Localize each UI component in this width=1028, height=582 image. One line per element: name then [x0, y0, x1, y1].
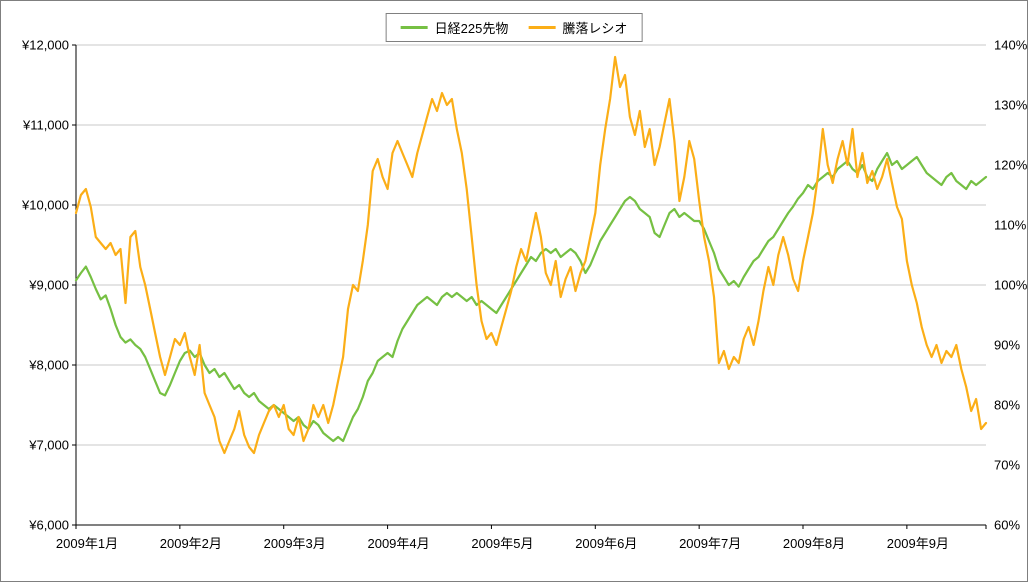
- ratio-series-line: [74, 55, 988, 455]
- legend-item-nikkei: 日経225先物: [400, 18, 509, 37]
- x-axis-tick-label: 2009年4月: [367, 536, 430, 551]
- nikkei-series-line: [74, 151, 988, 443]
- x-axis-tick-label: 2009年2月: [159, 536, 222, 551]
- right-axis-tick-label: 70%: [994, 457, 1021, 473]
- x-axis-tick-label: 2009年6月: [575, 536, 638, 551]
- ratio-line-swatch: [528, 26, 556, 29]
- legend-item-ratio: 騰落レシオ: [528, 18, 627, 37]
- axis-ticks: [72, 44, 987, 529]
- x-axis-tick-label: 2009年3月: [263, 536, 326, 551]
- right-axis-tick-label: 100%: [994, 277, 1028, 293]
- left-axis-tick-label: ¥12,000: [22, 37, 69, 53]
- left-axis-tick-label: ¥6,000: [29, 517, 69, 533]
- right-axis-tick-label: 90%: [994, 337, 1021, 353]
- right-axis-tick-label: 130%: [994, 97, 1028, 113]
- legend-label-ratio: 騰落レシオ: [562, 21, 628, 36]
- left-axis-tick-label: ¥8,000: [29, 357, 69, 373]
- right-axis-tick-label: 120%: [994, 157, 1028, 173]
- plot-area: [72, 44, 988, 529]
- x-axis-tick-label: 2009年8月: [782, 536, 846, 551]
- gridlines: [76, 44, 986, 446]
- right-axis-tick-label: 110%: [994, 217, 1027, 233]
- nikkei-line-swatch: [400, 26, 428, 29]
- x-axis-tick-label: 2009年5月: [471, 536, 534, 551]
- left-axis-tick-label: ¥10,000: [22, 197, 69, 213]
- x-axis-tick-label: 2009年9月: [886, 536, 949, 551]
- right-axis-tick-label: 140%: [994, 37, 1028, 53]
- legend-label-nikkei: 日経225先物: [434, 21, 509, 36]
- x-axis-tick-label: 2009年1月: [55, 536, 119, 551]
- left-axis-tick-label: ¥11,000: [22, 117, 69, 133]
- right-axis-tick-label: 60%: [994, 517, 1021, 533]
- x-axis-tick-label: 2009年7月: [679, 536, 742, 551]
- left-axis-tick-label: ¥9,000: [29, 277, 69, 293]
- right-axis-tick-label: 80%: [994, 397, 1021, 413]
- legend: 日経225先物 騰落レシオ: [385, 13, 643, 42]
- left-axis-tick-label: ¥7,000: [29, 437, 69, 453]
